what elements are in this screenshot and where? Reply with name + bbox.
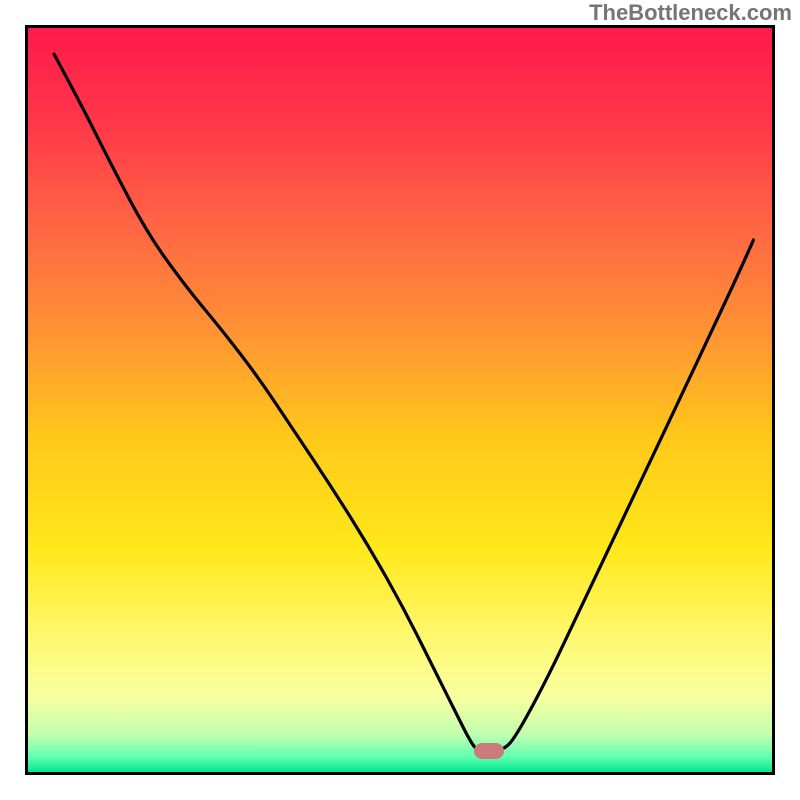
optimum-marker: [474, 743, 504, 759]
bottleneck-curve: [54, 54, 753, 751]
curve-layer: [0, 0, 800, 800]
chart-container: TheBottleneck.com: [0, 0, 800, 800]
attribution-text: TheBottleneck.com: [589, 0, 792, 26]
